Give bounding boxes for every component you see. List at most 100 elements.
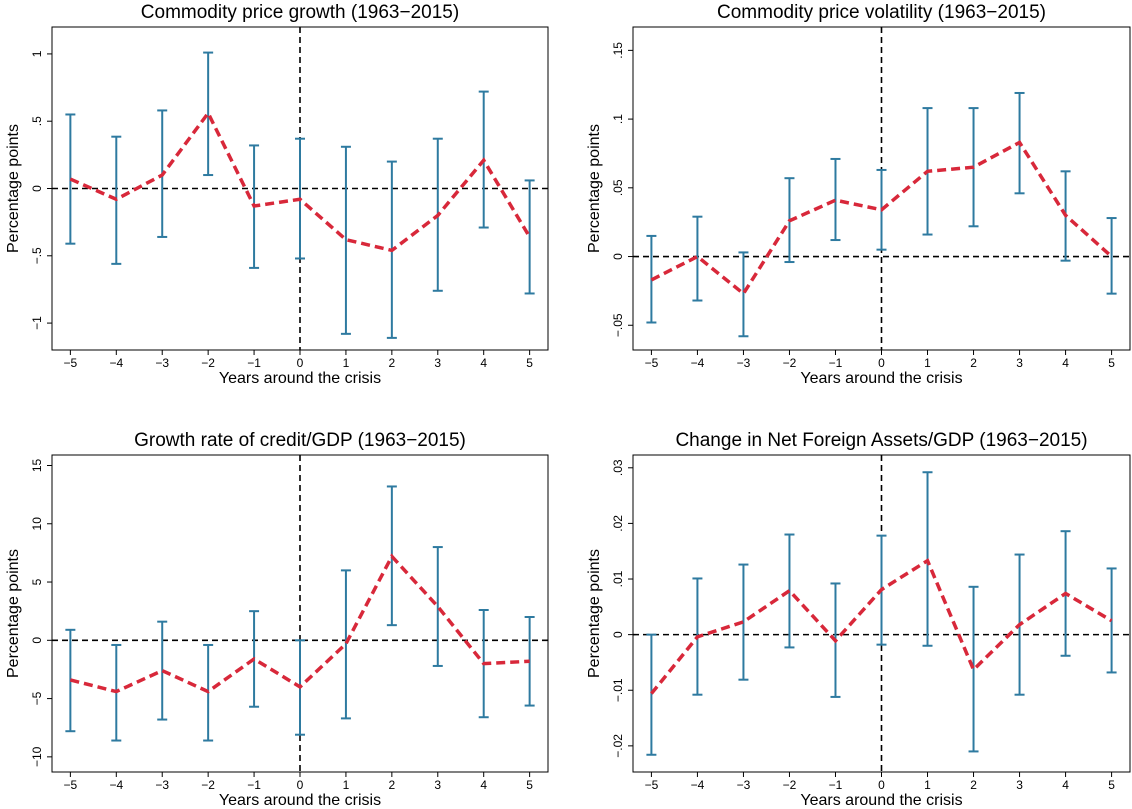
x-axis-label: Years around the crisis [800, 370, 962, 387]
x-tick-label: 0 [878, 778, 885, 792]
x-tick-label: 3 [1016, 778, 1023, 792]
x-tick-label: −1 [247, 778, 261, 792]
plot-frame [632, 454, 1131, 773]
y-tick-label: .05 [611, 179, 625, 196]
x-tick-label: −4 [691, 356, 705, 370]
x-tick-label: 4 [1062, 356, 1069, 370]
panel: Commodity price volatility (1963−2015) Ye… [586, 2, 1131, 387]
x-axis-label: Years around the crisis [219, 370, 381, 387]
error-bar [524, 179, 535, 295]
y-tick-label: −.01 [611, 678, 625, 702]
x-tick-label: 0 [297, 356, 304, 370]
x-tick-label: 2 [389, 778, 396, 792]
x-tick-label: 1 [343, 778, 350, 792]
y-tick-label: 0 [30, 185, 44, 192]
panel: Commodity price growth (1963−2015) Years … [5, 2, 549, 387]
error-bar [692, 215, 703, 302]
estimate-line [69, 553, 530, 694]
estimate-line [650, 558, 1113, 695]
y-tick-label: 1 [30, 50, 44, 57]
error-bar [830, 157, 841, 242]
error-bar [1106, 217, 1117, 295]
x-tick-label: 2 [389, 356, 396, 370]
x-tick-label: −5 [64, 356, 78, 370]
x-tick-label: −5 [64, 778, 78, 792]
y-tick-label: 0 [611, 253, 625, 260]
panel: Change in Net Foreign Assets/GDP (1963−2… [586, 430, 1131, 809]
x-tick-label: −4 [691, 778, 705, 792]
x-tick-label: −5 [645, 778, 659, 792]
chart-title: Commodity price volatility (1963−2015) [717, 2, 1046, 23]
x-tick-label: −2 [201, 778, 215, 792]
chart-title: Growth rate of credit/GDP (1963−2015) [134, 430, 466, 451]
error-bar [968, 585, 979, 753]
x-tick-label: 5 [526, 356, 533, 370]
y-tick-label: .01 [611, 570, 625, 587]
x-tick-label: −5 [645, 356, 659, 370]
x-axis-label: Years around the crisis [219, 792, 381, 809]
y-axis-label: Percentage points [5, 549, 22, 678]
error-bar [157, 620, 168, 721]
y-tick-label: −5 [30, 691, 44, 705]
x-tick-label: 3 [1016, 356, 1023, 370]
x-tick-label: −1 [829, 778, 843, 792]
chart-title: Change in Net Foreign Assets/GDP (1963−2… [675, 430, 1087, 451]
y-axis-label: Percentage points [586, 549, 603, 678]
x-tick-label: −4 [109, 778, 123, 792]
x-tick-label: 0 [297, 778, 304, 792]
y-tick-label: −1 [30, 316, 44, 330]
y-tick-label: −.05 [611, 313, 625, 337]
x-tick-label: 5 [526, 778, 533, 792]
y-tick-label: 5 [30, 578, 44, 585]
error-bar [432, 546, 443, 667]
x-tick-label: 3 [434, 356, 441, 370]
x-tick-label: 5 [1108, 356, 1115, 370]
panel: Growth rate of credit/GDP (1963−2015) Yea… [5, 430, 549, 809]
y-tick-label: 0 [30, 637, 44, 644]
x-tick-label: 0 [878, 356, 885, 370]
x-tick-label: 3 [434, 778, 441, 792]
plot-frame [632, 26, 1131, 351]
y-tick-label: −.5 [30, 247, 44, 264]
x-tick-label: 2 [970, 356, 977, 370]
x-tick-label: −3 [155, 356, 169, 370]
plot-frame [51, 26, 549, 351]
estimate-line [69, 109, 532, 253]
y-axis-label: Percentage points [5, 124, 22, 253]
x-tick-label: 4 [480, 778, 487, 792]
y-tick-label: 0 [611, 631, 625, 638]
y-tick-label: .03 [611, 459, 625, 476]
x-tick-label: −2 [783, 778, 797, 792]
x-tick-label: −1 [829, 356, 843, 370]
x-tick-label: 1 [924, 356, 931, 370]
x-tick-label: −2 [783, 356, 797, 370]
x-tick-label: −3 [737, 356, 751, 370]
x-tick-label: −2 [201, 356, 215, 370]
y-tick-label: −.02 [611, 734, 625, 758]
y-tick-label: 10 [30, 517, 44, 531]
x-tick-label: −1 [247, 356, 261, 370]
x-tick-label: −3 [155, 778, 169, 792]
x-tick-label: 5 [1108, 778, 1115, 792]
y-tick-label: 15 [30, 458, 44, 472]
x-tick-label: 1 [924, 778, 931, 792]
x-tick-label: 4 [1062, 778, 1069, 792]
estimate-line [650, 140, 1113, 297]
x-tick-label: 4 [480, 356, 487, 370]
y-tick-label: .1 [611, 114, 625, 124]
x-tick-label: 2 [970, 778, 977, 792]
x-tick-label: 1 [343, 356, 350, 370]
x-tick-label: −4 [109, 356, 123, 370]
error-bar [738, 251, 749, 338]
x-tick-label: −3 [737, 778, 751, 792]
y-tick-label: .5 [30, 116, 44, 126]
error-bar [340, 145, 351, 335]
y-tick-label: −10 [30, 746, 44, 767]
plot-frame [51, 454, 549, 773]
y-axis-label: Percentage points [586, 124, 603, 253]
error-bar [738, 563, 749, 681]
error-bar [646, 633, 657, 756]
y-tick-label: .02 [611, 515, 625, 532]
error-bar [340, 569, 351, 720]
